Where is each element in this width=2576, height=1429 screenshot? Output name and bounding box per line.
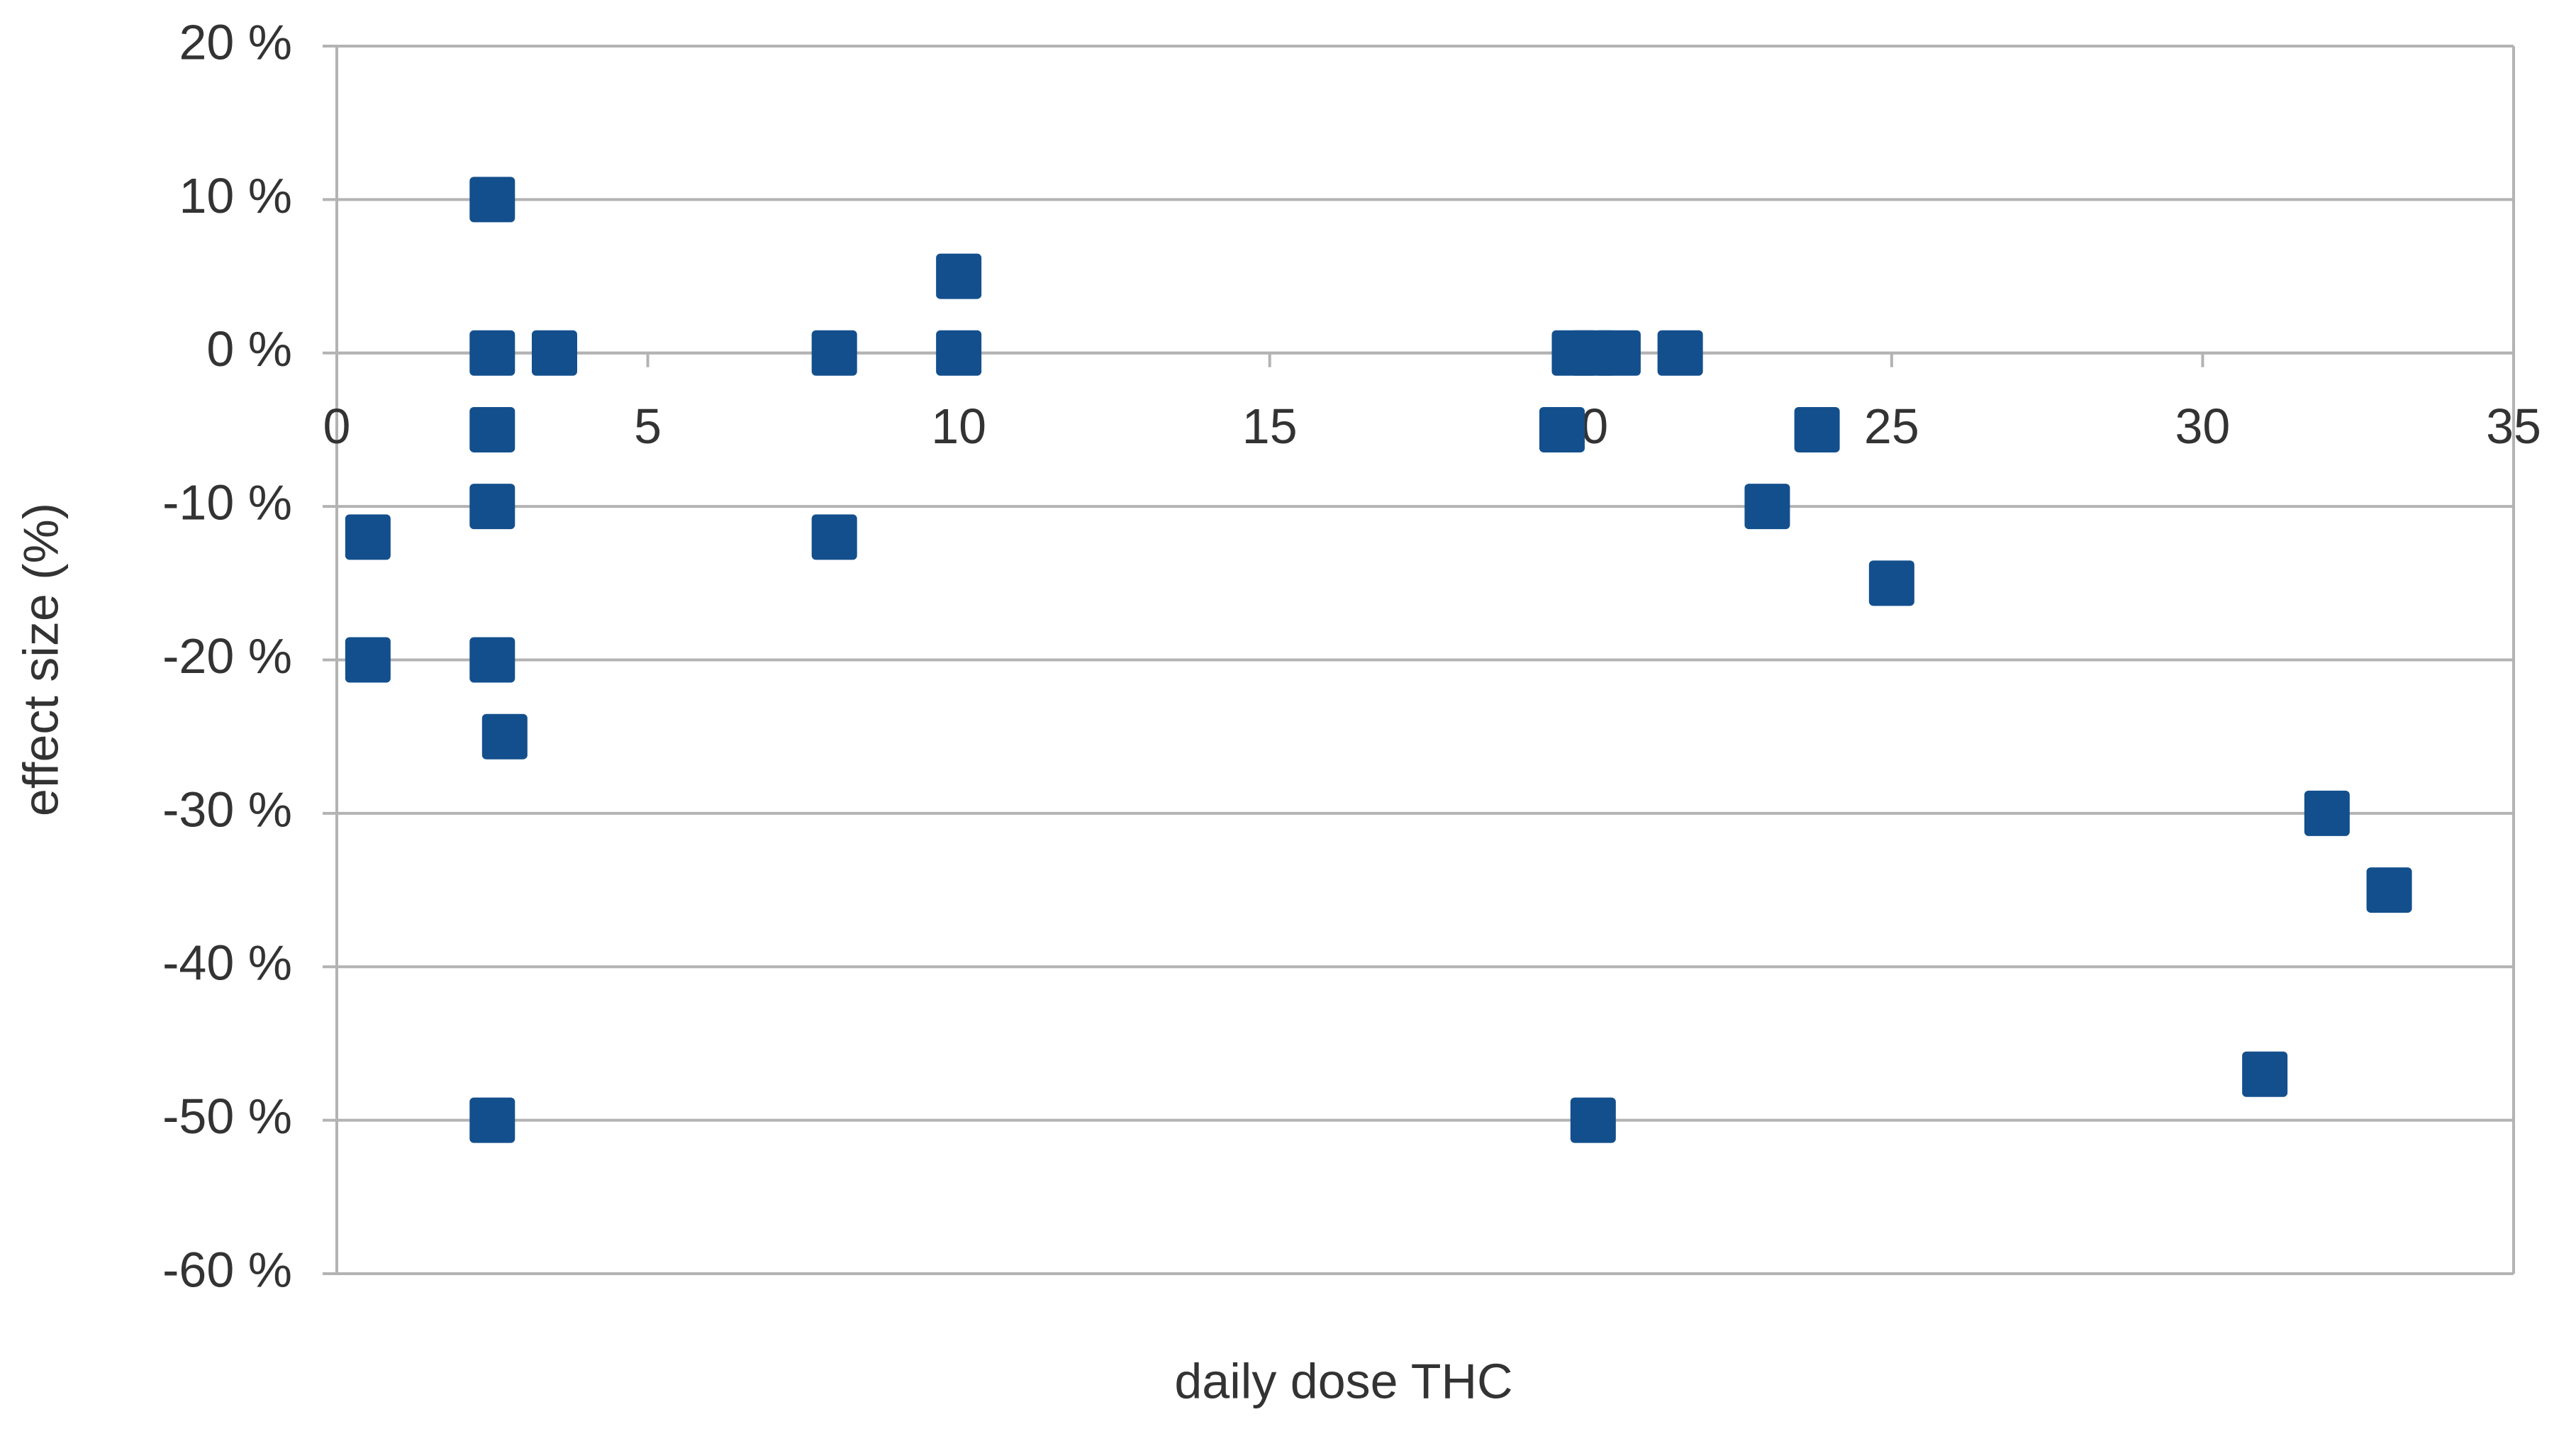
marker <box>345 514 391 560</box>
marker <box>1657 330 1703 376</box>
marker <box>469 1097 515 1143</box>
marker <box>469 177 515 223</box>
x-tick-label: 5 <box>634 399 662 454</box>
y-tick-label: -20 % <box>162 628 292 684</box>
x-tick-label: 30 <box>2175 399 2230 454</box>
x-tick-label: 25 <box>1864 399 1919 454</box>
y-tick-label: -30 % <box>162 782 292 837</box>
y-tick-label: -50 % <box>162 1089 292 1144</box>
marker <box>481 713 528 760</box>
marker <box>1794 406 1840 452</box>
marker <box>469 484 515 530</box>
marker <box>469 330 515 376</box>
marker <box>811 514 857 560</box>
x-axis-title: daily dose THC <box>1174 1353 1512 1408</box>
y-tick-label: -40 % <box>162 935 292 991</box>
marker <box>1570 1097 1616 1143</box>
marker <box>345 637 391 683</box>
x-tick-label: 0 <box>323 399 351 454</box>
marker <box>936 330 982 376</box>
marker <box>469 406 515 452</box>
marker <box>2242 1051 2288 1097</box>
marker <box>2304 790 2350 836</box>
y-tick-label: -60 % <box>162 1242 292 1297</box>
y-tick-label: 10 % <box>179 168 292 223</box>
y-axis-title: effect size (%) <box>13 503 68 816</box>
marker <box>2366 867 2412 913</box>
marker <box>1539 406 1585 452</box>
y-tick-label: -10 % <box>162 475 292 530</box>
marker <box>532 330 577 376</box>
marker <box>1868 560 1914 606</box>
marker <box>811 330 857 376</box>
marker <box>1595 330 1641 376</box>
y-tick-label: 0 % <box>206 321 292 377</box>
marker <box>469 637 515 683</box>
marker <box>1744 484 1790 530</box>
x-tick-label: 10 <box>931 399 986 454</box>
x-tick-label: 35 <box>2486 399 2541 454</box>
marker <box>936 253 982 299</box>
y-tick-label: 20 % <box>179 14 292 69</box>
x-tick-label: 15 <box>1242 399 1298 454</box>
